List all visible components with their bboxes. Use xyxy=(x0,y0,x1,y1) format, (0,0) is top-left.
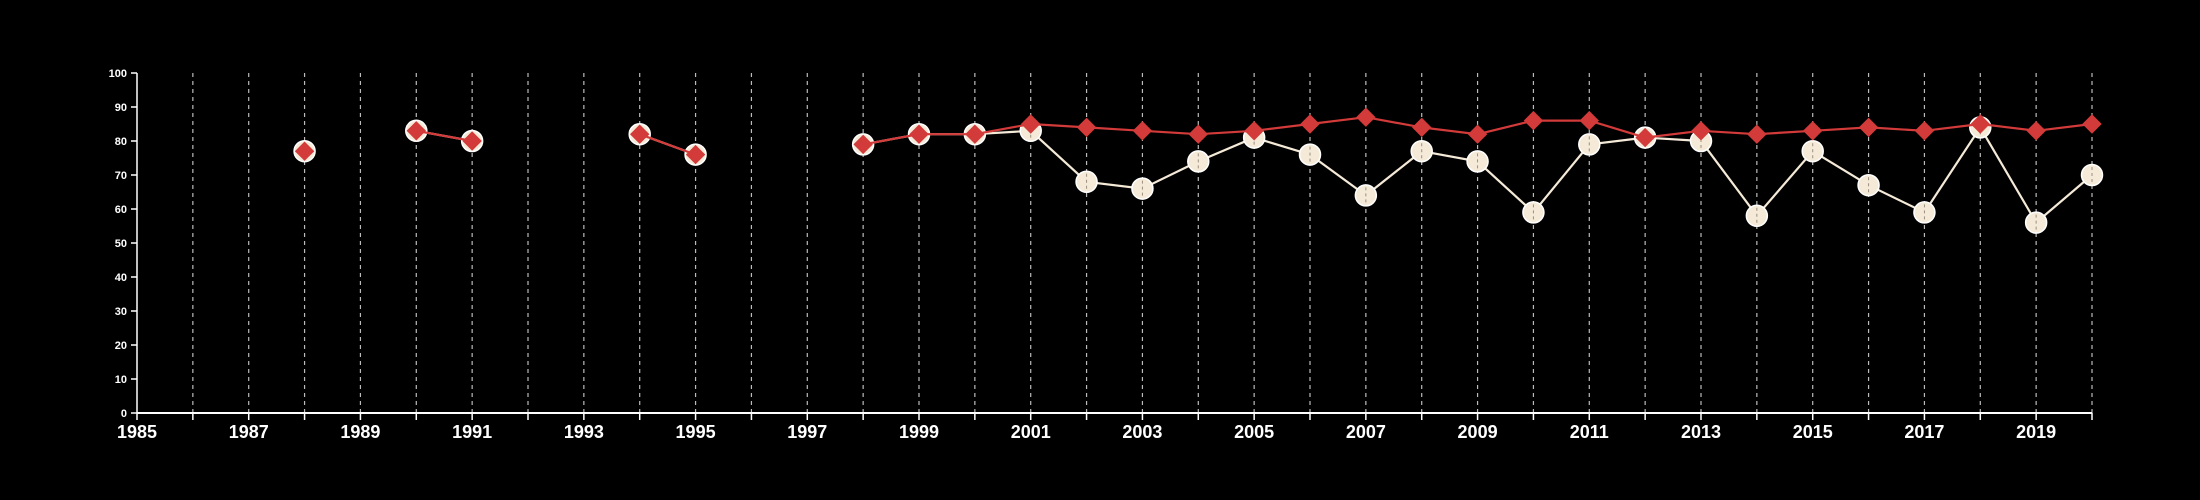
y-tick-label-60: 60 xyxy=(115,204,127,216)
white-point-2016 xyxy=(1857,173,1880,197)
y-tick-label-0: 0 xyxy=(121,408,127,420)
y-tick-label-80: 80 xyxy=(115,136,127,148)
x-tick-label-1993: 1993 xyxy=(564,422,604,442)
axes: 1985 1987 1989 1991 1993 1995 1997 1999 2001 2003… xyxy=(109,68,2093,442)
y-tick-label-10: 10 xyxy=(115,374,127,386)
y-tick-label-100: 100 xyxy=(109,68,127,80)
x-tick-label-1997: 1997 xyxy=(787,422,827,442)
red-point-2004 xyxy=(1188,124,1208,144)
white-point-2017 xyxy=(1913,201,1936,224)
red-point-1995 xyxy=(685,144,706,165)
y-tick-label-50: 50 xyxy=(115,238,127,250)
white-point-2020 xyxy=(2080,163,2104,187)
red-point-2019 xyxy=(2026,121,2046,141)
y-tick-label-40: 40 xyxy=(115,272,127,284)
red-point-2010 xyxy=(1523,110,1544,131)
x-tick-label-2017: 2017 xyxy=(1904,422,1944,442)
red-point-2008 xyxy=(1412,117,1432,138)
x-tick-label-2019: 2019 xyxy=(2016,422,2056,442)
series xyxy=(293,107,2104,234)
red-point-2002 xyxy=(1076,117,1097,138)
x-tick-label-2005: 2005 xyxy=(1234,422,1274,442)
x-tick-label-2013: 2013 xyxy=(1681,422,1721,442)
white-point-2003 xyxy=(1131,177,1154,200)
red-point-1998 xyxy=(853,134,873,155)
red-point-2013 xyxy=(1691,121,1711,141)
white-point-2002 xyxy=(1075,170,1098,194)
red-point-2003 xyxy=(1132,121,1153,141)
x-tick-label-1985: 1985 xyxy=(117,422,157,442)
red-series-line-1 xyxy=(416,129,473,143)
red-point-1991 xyxy=(462,131,482,151)
x-tick-label-2009: 2009 xyxy=(1458,422,1498,442)
y-tick-label-20: 20 xyxy=(115,340,127,352)
y-tick-label-70: 70 xyxy=(115,170,127,182)
red-point-2018 xyxy=(1970,114,1990,134)
red-point-2017 xyxy=(1914,121,1935,141)
grid xyxy=(192,73,2093,413)
red-point-1999 xyxy=(909,124,929,144)
x-tick-label-1989: 1989 xyxy=(340,422,380,442)
white-point-2019 xyxy=(2024,211,2048,234)
white-point-2011 xyxy=(1578,133,1601,156)
red-point-2020 xyxy=(2082,114,2102,134)
red-point-2000 xyxy=(965,124,985,144)
x-tick-label-2007: 2007 xyxy=(1346,422,1386,442)
white-point-2007 xyxy=(1354,184,1378,207)
red-point-2009 xyxy=(1467,124,1488,144)
red-series-line-2 xyxy=(639,133,696,156)
white-point-2008 xyxy=(1410,139,1433,163)
x-tick-label-1995: 1995 xyxy=(676,422,716,442)
x-tick-label-2001: 2001 xyxy=(1011,422,1051,442)
y-tick-label-30: 30 xyxy=(115,306,127,318)
x-tick-label-1987: 1987 xyxy=(229,422,269,442)
red-point-2011 xyxy=(1579,110,1599,131)
y-tick-label-90: 90 xyxy=(115,102,127,114)
x-tick-label-2011: 2011 xyxy=(1570,422,1609,442)
white-point-2015 xyxy=(1801,139,1824,163)
red-point-2012 xyxy=(1635,127,1655,148)
red-point-1994 xyxy=(630,124,650,144)
white-point-2006 xyxy=(1298,143,1322,166)
white-point-2014 xyxy=(1745,204,1769,228)
red-point-1988 xyxy=(294,141,315,161)
red-point-1990 xyxy=(406,121,426,141)
red-point-2005 xyxy=(1244,121,1264,141)
red-point-2007 xyxy=(1356,107,1376,127)
x-tick-label-2015: 2015 xyxy=(1793,422,1833,442)
red-point-2016 xyxy=(1858,117,1879,138)
red-point-2015 xyxy=(1803,121,1823,141)
red-point-2006 xyxy=(1300,114,1320,134)
white-point-2010 xyxy=(1522,201,1545,224)
red-point-2014 xyxy=(1747,124,1767,144)
x-tick-label-2003: 2003 xyxy=(1122,422,1162,442)
white-point-2009 xyxy=(1466,150,1489,173)
red-point-2001 xyxy=(1021,114,1041,134)
x-tick-label-1999: 1999 xyxy=(899,422,939,442)
white-point-2004 xyxy=(1187,150,1210,173)
x-tick-label-1991: 1991 xyxy=(452,422,492,442)
white-point-2013 xyxy=(1689,129,1713,153)
